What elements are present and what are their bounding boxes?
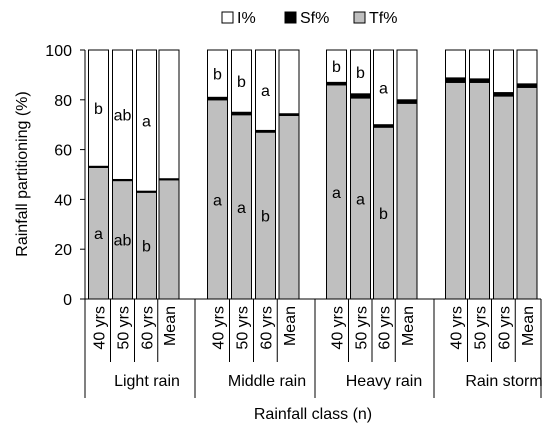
x-category-label: 40 yrs	[449, 306, 466, 350]
bar-segment-sf	[516, 83, 538, 88]
bar-segment-i	[231, 49, 252, 113]
bar-segment-i	[255, 49, 276, 131]
x-category-label: 50 yrs	[235, 306, 252, 350]
legend-swatch	[221, 11, 234, 24]
bar-segment-i	[516, 49, 538, 85]
y-tick-label: 20	[54, 242, 72, 259]
x-category-label: 60 yrs	[259, 306, 276, 350]
bar-segment-i	[207, 49, 228, 98]
legend-label: I%	[237, 10, 256, 27]
i-significance-letter: a	[261, 83, 270, 100]
bar-segment-i	[326, 49, 347, 83]
y-tick-label: 100	[45, 43, 72, 60]
i-significance-letter: b	[213, 67, 222, 84]
bar-segment-sf	[350, 93, 371, 99]
x-axis-labels-layer: 40 yrs 50 yrs 60 yrs Mean 40 yrs 50 yrs 60 yrs…	[92, 306, 543, 390]
i-significance-letter: a	[379, 80, 388, 97]
i-significance-letter: a	[142, 114, 151, 131]
bar-segment-tf	[396, 102, 418, 300]
x-category-label: 50 yrs	[116, 306, 133, 350]
tf-significance-letter: b	[142, 238, 151, 255]
bar-segment-sf	[445, 77, 466, 83]
bar-segment-i	[373, 49, 394, 126]
bars-layer	[88, 49, 538, 300]
i-significance-letter: b	[356, 65, 365, 82]
i-significance-letter: b	[94, 101, 103, 118]
y-tick-label: 80	[54, 93, 72, 110]
bar-segment-i	[493, 49, 514, 94]
i-significance-letter: ab	[114, 108, 132, 125]
bar-segment-i	[158, 49, 180, 180]
x-category-label: 50 yrs	[354, 306, 371, 350]
legend-label: Sf%	[300, 10, 329, 27]
y-tick-label: 40	[54, 192, 72, 209]
tf-significance-letter: b	[261, 209, 270, 226]
x-category-label: 60 yrs	[497, 306, 514, 350]
tf-significance-letter: ab	[114, 233, 132, 250]
tf-significance-letter: a	[94, 226, 103, 243]
y-axis-title: Rainfall partitioning (%)	[14, 91, 31, 256]
tf-significance-letter: b	[379, 206, 388, 223]
x-category-label: 40 yrs	[211, 306, 228, 350]
bar-segment-tf	[469, 81, 490, 300]
bar-segment-i	[469, 49, 490, 80]
bar-segment-tf	[493, 95, 514, 300]
i-significance-letter: b	[332, 59, 341, 76]
legend-swatch	[353, 11, 366, 24]
bar-segment-tf	[445, 81, 466, 300]
axes-layer: 0 20 40 60 80 100	[45, 43, 542, 398]
bar-segment-sf	[469, 78, 490, 83]
bar-segment-tf	[516, 86, 538, 300]
x-category-label: 40 yrs	[92, 306, 109, 350]
x-group-label: Heavy rain	[346, 373, 422, 390]
bar-segment-sf	[493, 92, 514, 97]
bar-segment-i	[350, 49, 371, 95]
x-axis-title: Rainfall class (n)	[254, 406, 372, 423]
chart-legend: I% Sf% Tf%	[221, 10, 397, 27]
x-category-label: Mean	[520, 306, 537, 346]
x-category-label: Mean	[162, 306, 179, 346]
bar-segment-i	[136, 49, 157, 192]
tf-significance-letter: a	[356, 192, 365, 209]
tf-significance-letter: a	[332, 185, 341, 202]
x-category-label: Mean	[400, 306, 417, 346]
bar-segment-i	[445, 49, 466, 79]
y-tick-label: 0	[63, 292, 72, 309]
x-group-label: Rain storm	[465, 373, 542, 390]
bar-segment-i	[278, 49, 300, 115]
x-category-label: 60 yrs	[140, 306, 157, 350]
bar-segment-i	[396, 49, 418, 101]
tf-significance-letter: a	[237, 200, 246, 217]
x-category-label: 60 yrs	[377, 306, 394, 350]
bar-segment-i	[88, 49, 109, 167]
x-category-label: 50 yrs	[473, 306, 490, 350]
legend-label: Tf%	[369, 10, 397, 27]
x-category-label: 40 yrs	[330, 306, 347, 350]
legend-swatch	[284, 11, 297, 24]
x-group-label: Middle rain	[228, 373, 306, 390]
bar-segment-sf	[396, 99, 418, 104]
bar-segment-tf	[278, 114, 300, 300]
x-category-label: Mean	[282, 306, 299, 346]
y-tick-label: 60	[54, 143, 72, 160]
x-group-label: Light rain	[114, 373, 180, 390]
bar-segment-i	[112, 49, 133, 180]
tf-significance-letter: a	[213, 192, 222, 209]
i-significance-letter: b	[237, 74, 246, 91]
bar-segment-tf	[158, 178, 180, 300]
